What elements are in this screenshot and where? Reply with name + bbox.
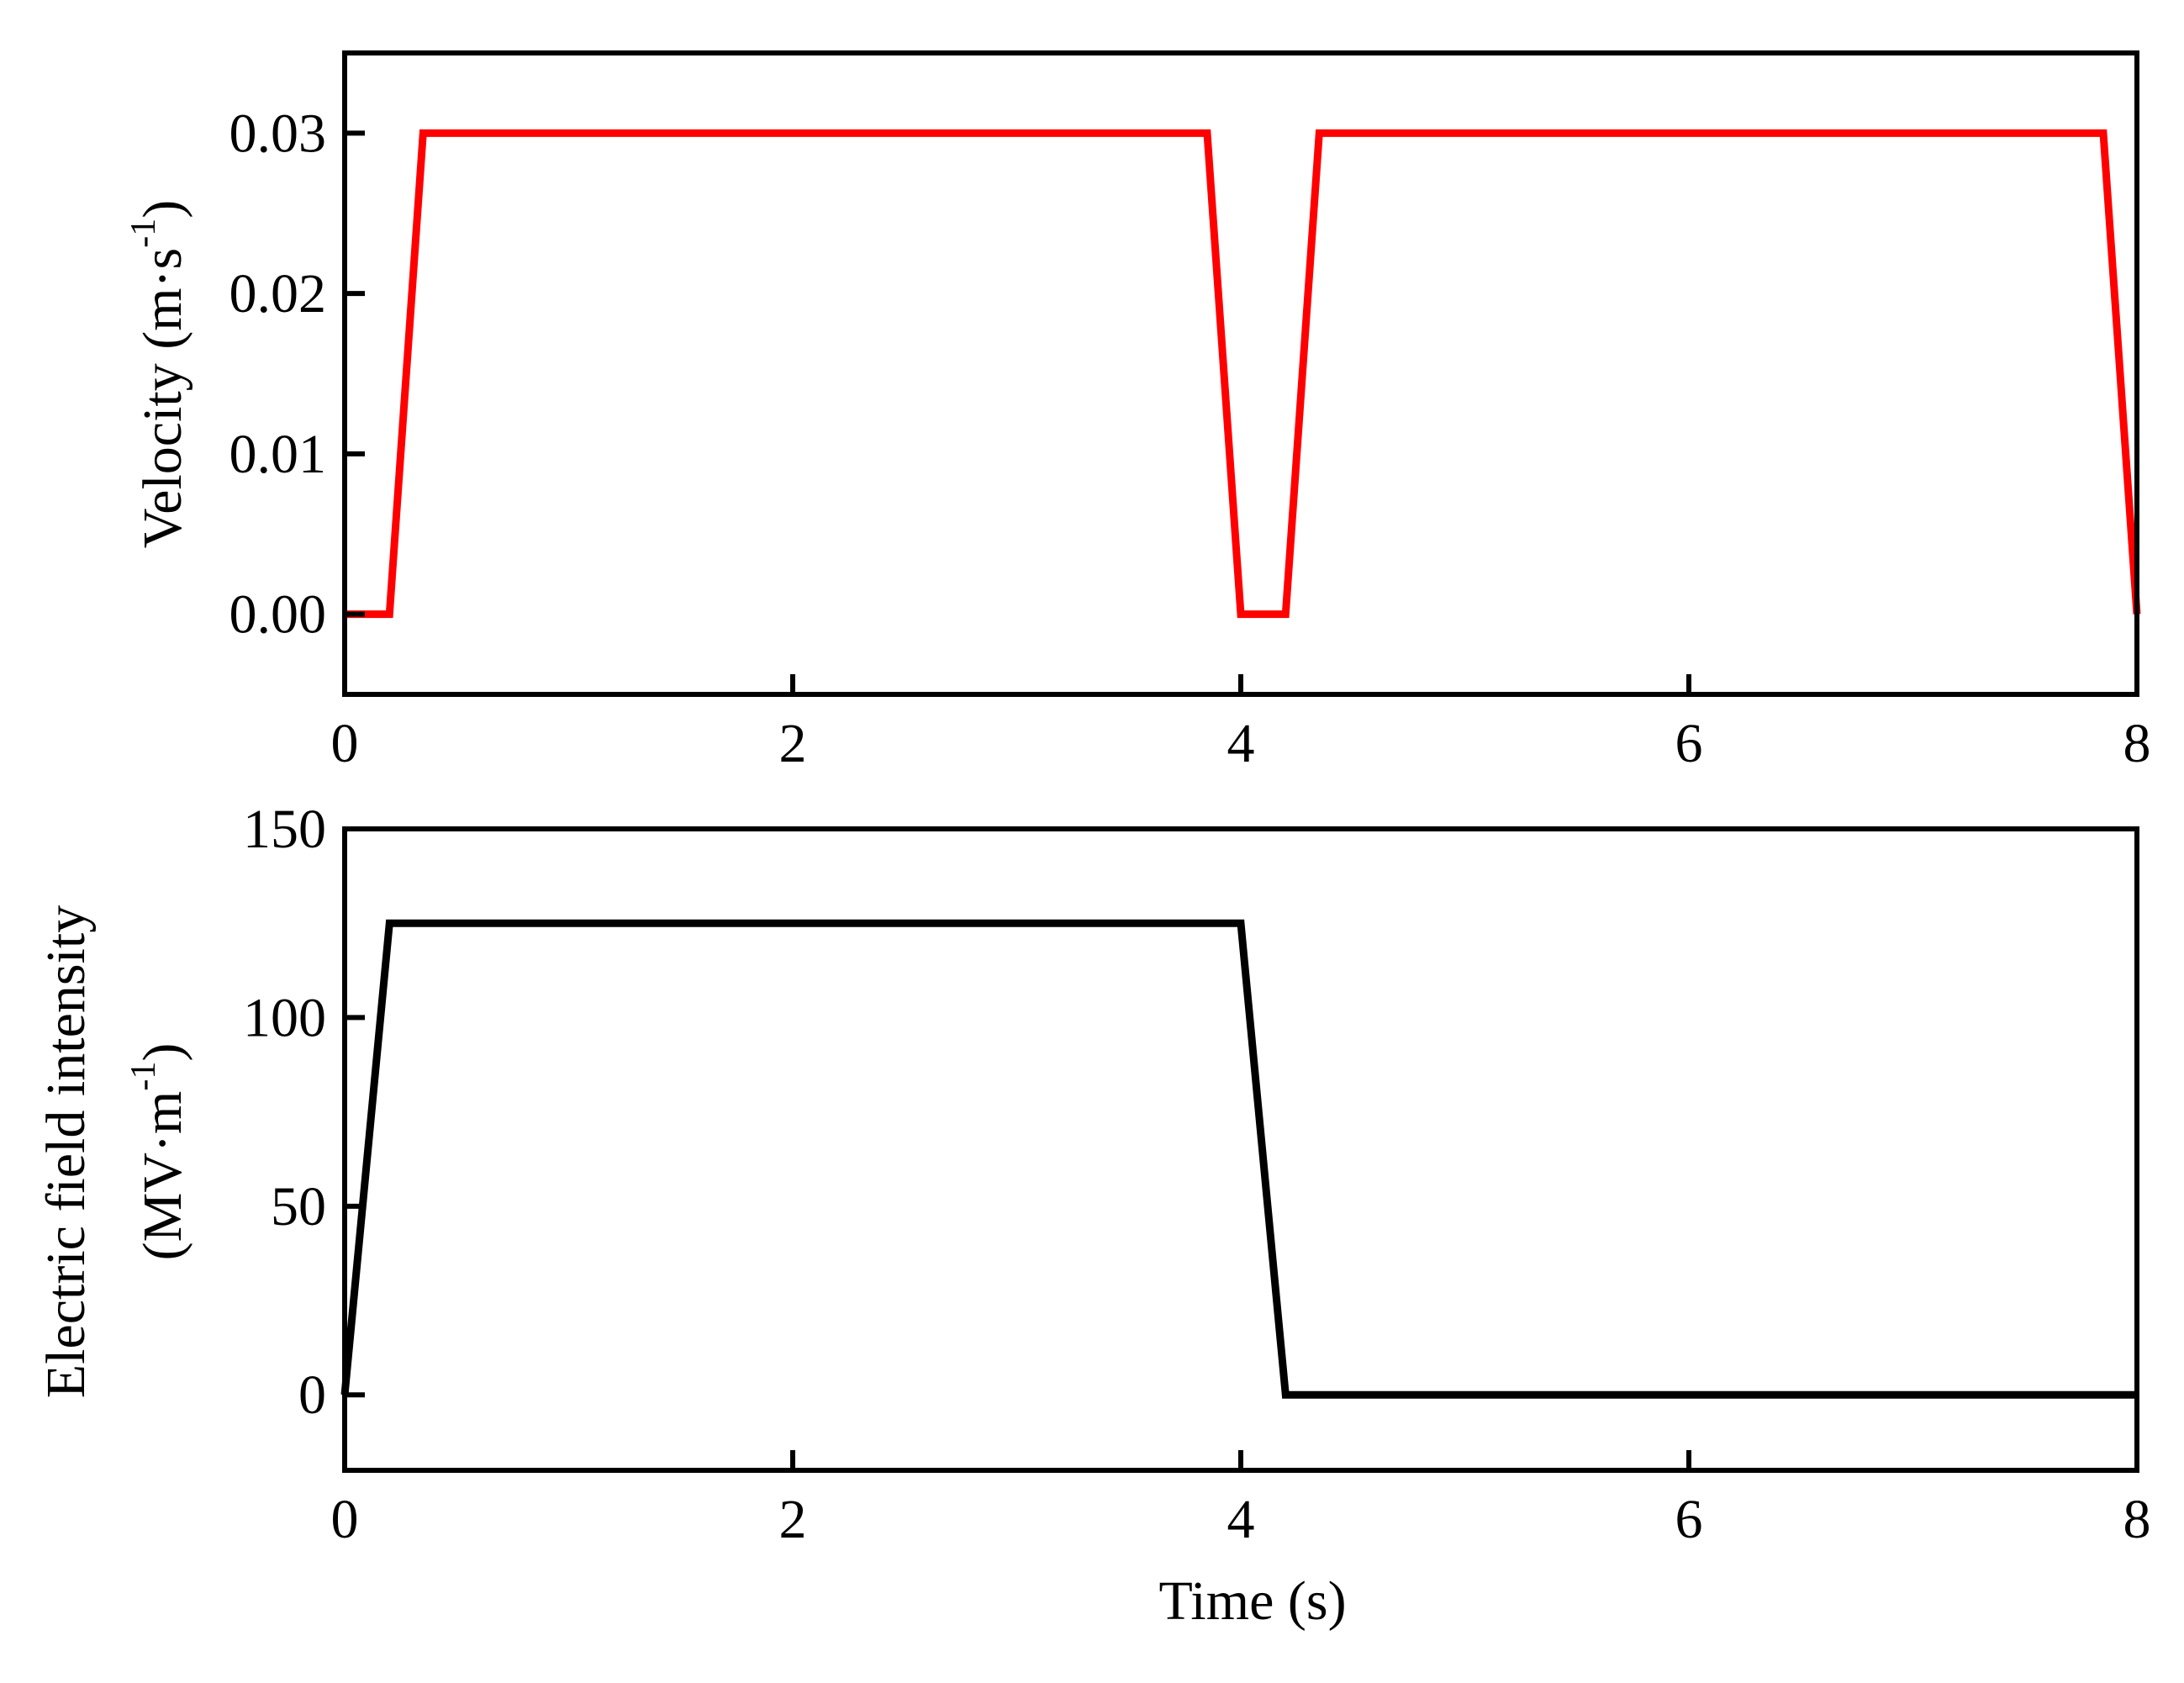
electric-field-y-tick-label: 0 [298, 1364, 326, 1426]
velocity-x-tick-label: 6 [1675, 713, 1703, 774]
electric-field-y-tick-label: 150 [243, 799, 326, 860]
x-axis-label: Time (s) [1158, 1570, 1346, 1632]
electric-field-x-tick-label: 2 [779, 1489, 807, 1550]
velocity-y-tick-label: 0.03 [229, 103, 327, 164]
velocity-y-axis-label: Velocity (m·s-1) [124, 200, 194, 548]
velocity-panel: 0 2 4 6 8 0.00 0.01 0.02 0.03 Velocity (m·s-1) [124, 50, 2151, 774]
electric-field-x-tick-label: 0 [331, 1489, 359, 1550]
electric-field-y-axis-label-line2: (MV·m-1) [124, 1043, 194, 1261]
electric-field-y-tick-label: 50 [271, 1176, 326, 1237]
electric-field-tick-labels-layer: 0 2 4 6 8 0 50 100 150 [243, 799, 2151, 1550]
electric-field-series-layer [340, 919, 2137, 1399]
velocity-x-tick-label: 0 [331, 713, 359, 774]
velocity-x-tick-label: 4 [1227, 713, 1255, 774]
electric-field-y-tick-label: 100 [243, 987, 326, 1048]
velocity-x-tick-label: 8 [2123, 713, 2151, 774]
velocity-y-tick-label: 0.00 [229, 584, 327, 646]
electric-field-y-axis-label-line1: Electric field intensity [35, 905, 97, 1398]
electric-field-x-tick-label: 6 [1675, 1489, 1703, 1550]
electric-field-series-line-0 [340, 919, 2137, 1399]
velocity-plot-frame [342, 50, 2139, 697]
velocity-y-tick-label: 0.02 [229, 263, 327, 324]
electric-field-x-tick-label: 8 [2123, 1489, 2151, 1550]
velocity-tick-labels-layer: 0 2 4 6 8 0.00 0.01 0.02 0.03 [229, 103, 2151, 774]
electric-field-plot-frame [342, 826, 2139, 1473]
velocity-series-line-0 [345, 129, 2141, 619]
velocity-series-layer [345, 129, 2141, 619]
electric-field-x-tick-label: 4 [1227, 1489, 1255, 1550]
velocity-x-tick-label: 2 [779, 713, 807, 774]
velocity-y-tick-label: 0.01 [229, 424, 327, 485]
